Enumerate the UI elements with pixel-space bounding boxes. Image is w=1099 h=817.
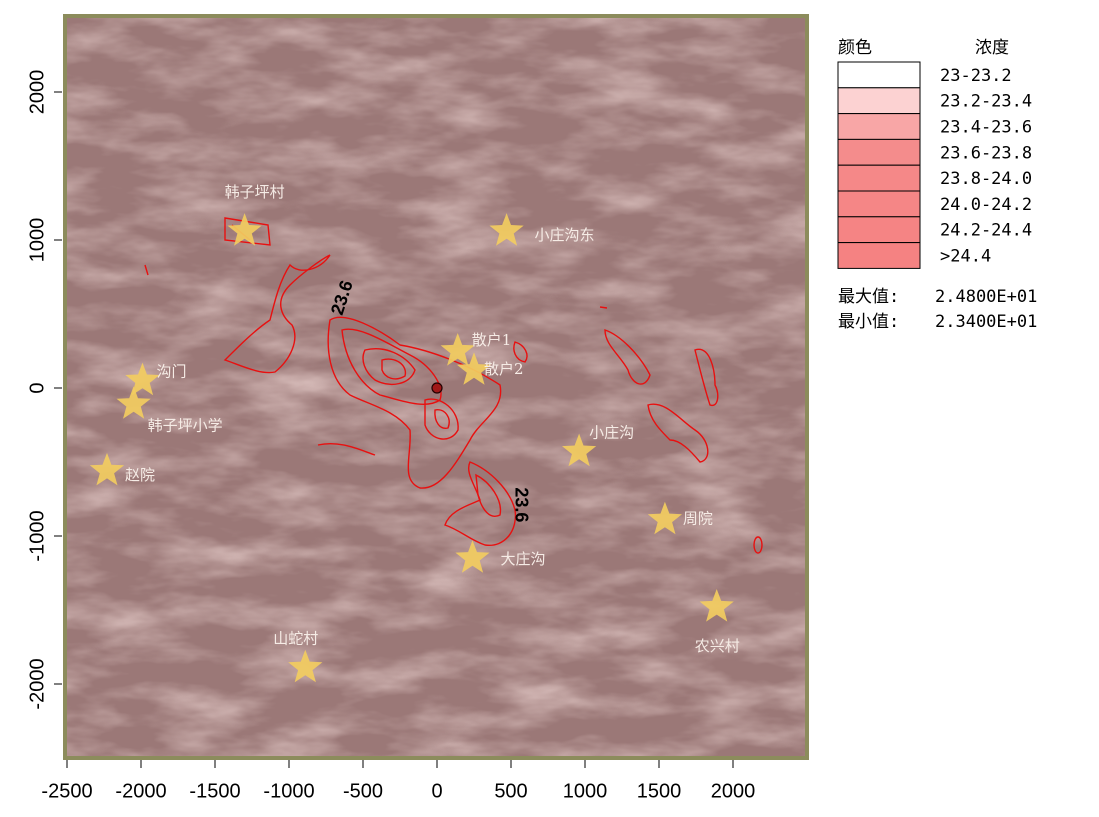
y-tick-label: -1000 — [26, 510, 48, 561]
x-tick-label: -1000 — [263, 780, 314, 802]
source-point — [432, 383, 442, 393]
max-label: 最大值: — [838, 287, 899, 307]
legend-range: 23-23.2 — [940, 66, 1012, 86]
contour-label: 23.6 — [511, 487, 531, 522]
legend-swatch — [838, 243, 920, 269]
place-label: 沟门 — [156, 363, 186, 381]
y-tick-label: 0 — [26, 382, 48, 393]
legend-swatch — [838, 217, 920, 243]
x-tick-label: -2500 — [41, 780, 92, 802]
x-tick-label: -2000 — [115, 780, 166, 802]
legend-range: 24.2-24.4 — [940, 221, 1032, 241]
legend-range: 24.0-24.2 — [940, 195, 1032, 215]
legend-range-header: 浓度 — [975, 38, 1009, 58]
legend-range: 23.2-23.4 — [940, 92, 1032, 112]
place-label: 大庄沟 — [501, 550, 546, 568]
legend-color-header: 颜色 — [838, 38, 872, 58]
x-tick-label: 500 — [494, 780, 527, 802]
legend-range: 23.6-23.8 — [940, 143, 1032, 163]
place-label: 韩子坪村 — [225, 183, 285, 201]
x-tick-label: -1500 — [189, 780, 240, 802]
min-label: 最小值: — [838, 312, 899, 332]
place-label: 农兴村 — [695, 637, 740, 655]
min-value: 2.3400E+01 — [935, 312, 1037, 332]
place-label: 散户1 — [472, 331, 512, 349]
legend-swatch — [838, 88, 920, 114]
y-tick-label: -2000 — [26, 658, 48, 709]
x-tick-label: 1500 — [637, 780, 682, 802]
legend-swatch — [838, 165, 920, 191]
y-tick-label: 2000 — [26, 70, 48, 115]
x-tick-label: -500 — [343, 780, 383, 802]
legend-swatch — [838, 191, 920, 217]
place-label: 周院 — [683, 510, 713, 528]
place-label: 散户2 — [484, 360, 524, 378]
map-figure: 颜色 浓度 最大值: 2.4800E+01 最小值: 2.3400E+01 -2… — [0, 0, 1099, 817]
y-tick-label: 1000 — [26, 218, 48, 263]
legend-range: 23.4-23.6 — [940, 118, 1032, 138]
place-label: 山蛇村 — [273, 630, 318, 648]
legend-swatch — [838, 62, 920, 88]
x-tick-label: 2000 — [711, 780, 756, 802]
legend-swatch — [838, 139, 920, 165]
legend-range: >24.4 — [940, 247, 991, 267]
place-label: 小庄沟东 — [535, 226, 595, 244]
page: 颜色 浓度 最大值: 2.4800E+01 最小值: 2.3400E+01 -2… — [0, 0, 1099, 817]
x-tick-label: 1000 — [563, 780, 608, 802]
legend-swatch — [838, 114, 920, 140]
contour — [600, 307, 607, 308]
place-label: 韩子坪小学 — [148, 416, 223, 434]
max-value: 2.4800E+01 — [935, 287, 1037, 307]
place-label: 赵院 — [125, 466, 155, 484]
place-label: 小庄沟 — [589, 424, 634, 442]
legend-range: 23.8-24.0 — [940, 169, 1032, 189]
x-tick-label: 0 — [431, 780, 442, 802]
